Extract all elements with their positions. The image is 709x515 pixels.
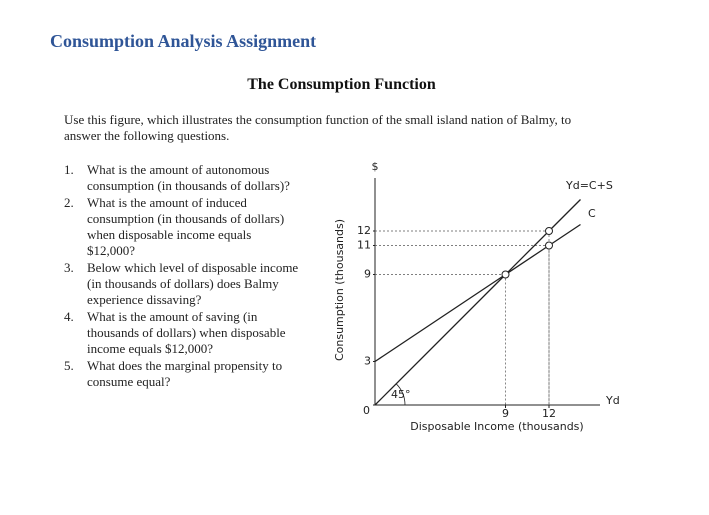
intro-line: answer the following questions. — [64, 128, 230, 143]
question-text: What is the amount of induced — [87, 194, 247, 210]
question-number: 2. — [64, 194, 74, 210]
question-text: when disposable income equals — [87, 227, 252, 243]
angle-arc — [395, 383, 406, 406]
line-extension — [548, 223, 581, 247]
question-text: What is the amount of saving (in — [87, 308, 258, 324]
question-number: 3. — [64, 259, 74, 275]
series-label: Yd=C+S — [565, 179, 613, 192]
intro: Use this figure, which illustrates the c… — [64, 112, 634, 144]
series-label: C — [588, 207, 596, 220]
question-text: $12,000? — [87, 243, 136, 259]
question-text: (in thousands of dollars) does Balmy — [87, 276, 279, 292]
point — [545, 241, 553, 250]
angle-label: 45° — [391, 388, 411, 401]
point — [501, 270, 510, 279]
series-line — [374, 244, 550, 363]
x-end-label: Yd — [605, 394, 620, 407]
question-text: thousands of dollars) when disposable — [87, 324, 286, 340]
point — [545, 227, 553, 235]
intro-line: Use this figure, which illustrates the c… — [64, 112, 572, 127]
y-symbol: $ — [372, 160, 379, 173]
question-text: experience dissaving? — [87, 292, 202, 308]
y-tick-label: 12 — [357, 224, 371, 237]
question-text: What is the amount of autonomous — [87, 162, 270, 177]
question-text: income equals $12,000? — [87, 341, 213, 357]
y-tick-label: 0 — [363, 404, 370, 417]
question-number: 5. — [64, 357, 74, 373]
y-axis-title: Consumption (thousands) — [333, 219, 346, 361]
x-tick-label: 9 — [502, 407, 509, 420]
y-tick-label: 3 — [364, 355, 371, 368]
question-text: What does the marginal propensity to — [87, 357, 283, 373]
x-tick-label: 12 — [542, 407, 556, 420]
question-number: 1. — [64, 162, 74, 177]
question-text: consumption (in thousands of dollars)? — [87, 178, 290, 194]
y-tick-label: 9 — [364, 268, 371, 281]
question-text: Below which level of disposable income — [87, 259, 299, 275]
line-extension — [548, 199, 581, 232]
subtitle: The Consumption Function — [247, 76, 436, 93]
question-text: consume equal? — [87, 373, 171, 389]
question-text: consumption (in thousands of dollars) — [87, 210, 285, 226]
y-tick-label: 11 — [357, 239, 371, 252]
series-line — [374, 230, 550, 406]
x-axis-title: Disposable Income (thousands) — [410, 420, 583, 433]
question-number: 4. — [64, 308, 74, 324]
title: Consumption Analysis Assignment — [50, 31, 317, 51]
